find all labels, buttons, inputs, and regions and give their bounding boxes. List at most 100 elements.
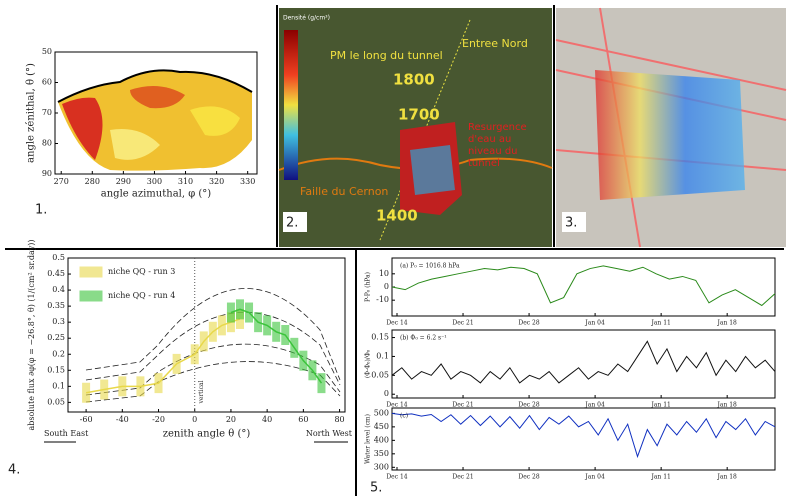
aerial-image: Densité (g/cm³) PM le long du tunnel Ent… [278, 8, 553, 247]
horizon-line [57, 69, 253, 103]
y-tick-label: 0.3 [52, 317, 65, 326]
y-tick-label: -10 [376, 295, 389, 304]
image-label: Resurgence d'eau au niveau du tunnel [468, 122, 527, 169]
y-tick-label: 350 [374, 449, 389, 458]
panel-label: 5. [370, 481, 382, 496]
y-tick-label: 0.15 [371, 333, 389, 342]
map-image: 3. [555, 7, 787, 248]
image-label: 1800 [393, 71, 435, 89]
x-tick-label: 290 [116, 177, 131, 186]
legend-label: niche QQ - run 4 [108, 291, 175, 300]
x-tick-label: Dec 14 [386, 402, 407, 409]
x-tick-label: 0 [192, 415, 197, 424]
x-tick-label: 20 [226, 415, 236, 424]
y-tick-label: 300 [374, 462, 389, 471]
side-label: North West [306, 429, 353, 438]
x-tick-label: 40 [262, 415, 272, 424]
x-tick-label: 330 [240, 177, 255, 186]
y-tick-label: 10 [379, 269, 389, 278]
x-axis-label: angle azimuthal, φ (°) [101, 189, 212, 200]
y-axis-label: angle zénithal, θ (°) [26, 63, 37, 163]
colorbar [284, 30, 298, 180]
annotation: vertical [198, 380, 205, 404]
y-tick-label: 0.1 [52, 381, 65, 390]
y-tick-label: 450 [374, 422, 389, 431]
annotation: Resurgence d'eau au niveau du tunnel [468, 122, 527, 169]
x-tick-label: 300 [147, 177, 162, 186]
x-tick-label: Jan 11 [650, 474, 670, 481]
panel-label: 1. [35, 203, 47, 218]
x-tick-label: Jan 11 [650, 320, 670, 327]
colorbar-title: Densité (g/cm³) [283, 15, 330, 22]
plot-frame [391, 329, 776, 399]
contour-map [57, 69, 253, 171]
x-tick-label: Jan 11 [650, 402, 670, 409]
image-label: 1400 [376, 207, 418, 225]
contour-fill [110, 129, 160, 160]
x-tick-label: Jan 18 [716, 402, 737, 409]
y-tick-label: 400 [374, 435, 389, 444]
contour-fill [58, 70, 252, 171]
legend-swatch [79, 290, 103, 302]
y-tick-label: 0.15 [47, 365, 65, 374]
x-tick-label: Dec 14 [386, 320, 407, 327]
image-label: Faille du Cernon [300, 185, 388, 198]
x-tick-label: Jan 04 [584, 402, 605, 409]
x-tick-label: Dec 28 [518, 402, 539, 409]
x-tick-label: Dec 21 [452, 402, 473, 409]
y-tick-label: 50 [42, 47, 52, 56]
x-tick-label: Dec 28 [518, 474, 539, 481]
x-tick-label: 270 [54, 177, 69, 186]
y-tick-label: 0.2 [52, 349, 65, 358]
y-tick-label: 80 [42, 139, 52, 148]
x-tick-label: 60 [298, 415, 308, 424]
image-label: PM le long du tunnel [330, 49, 443, 62]
y-tick-label: 0 [384, 389, 389, 398]
image-label: Entree Nord [462, 37, 528, 50]
x-tick-label: 80 [334, 415, 344, 424]
x-tick-label: -60 [80, 415, 93, 424]
y-axis-label: absolute flux ∂φ(φ = −26.8°, θ) (1/(cm² … [27, 240, 36, 431]
y-tick-label: 70 [42, 108, 52, 117]
side-label: South East [44, 429, 89, 438]
y-tick-label: 0.05 [47, 397, 65, 406]
x-tick-label: -20 [152, 415, 165, 424]
dividers [5, 5, 784, 496]
x-tick-label: Dec 21 [452, 474, 473, 481]
annotation: (c) [400, 413, 408, 420]
series-line [85, 318, 241, 394]
y-tick-label: 0.4 [52, 285, 65, 294]
label-box [562, 212, 586, 232]
image-label: 1700 [398, 106, 440, 124]
plot-frame [391, 407, 776, 471]
label-box [283, 212, 307, 232]
panel-label: 4. [8, 463, 20, 478]
x-tick-label: Jan 04 [584, 474, 605, 481]
x-tick-label: Jan 04 [584, 320, 605, 327]
panel-label: 2. [286, 216, 298, 231]
y-axis-label: (Φ-Φ₀)/Φ₀ [365, 349, 372, 378]
x-tick-label: Jan 18 [716, 320, 737, 327]
y-tick-label: 500 [374, 408, 389, 417]
annotation: (a) P₀ = 1016.8 hPa [400, 263, 460, 270]
x-tick-label: 320 [209, 177, 224, 186]
annotation: (b) Φ₀ = 6.2 s⁻¹ [400, 335, 447, 342]
y-axis-label: P-P₀ (hPa) [365, 272, 372, 302]
series-line [391, 265, 776, 307]
contour-fill [62, 97, 103, 160]
x-tick-label: 280 [85, 177, 100, 186]
y-tick-label: 0.5 [52, 253, 65, 262]
legend-label: niche QQ - run 3 [108, 267, 175, 276]
x-axis-label: zenith angle θ (°) [163, 429, 251, 440]
plot-frame [67, 257, 346, 413]
y-tick-label: 0.35 [47, 301, 65, 310]
y-tick-label: 0.25 [47, 333, 65, 342]
x-tick-label: 310 [178, 177, 193, 186]
y-tick-label: 0.1 [376, 351, 389, 360]
y-tick-label: 0.05 [371, 370, 389, 379]
legend-swatch [79, 266, 103, 278]
panel-label: 3. [565, 216, 577, 231]
model-curve [85, 288, 341, 381]
x-tick-label: Dec 28 [518, 320, 539, 327]
